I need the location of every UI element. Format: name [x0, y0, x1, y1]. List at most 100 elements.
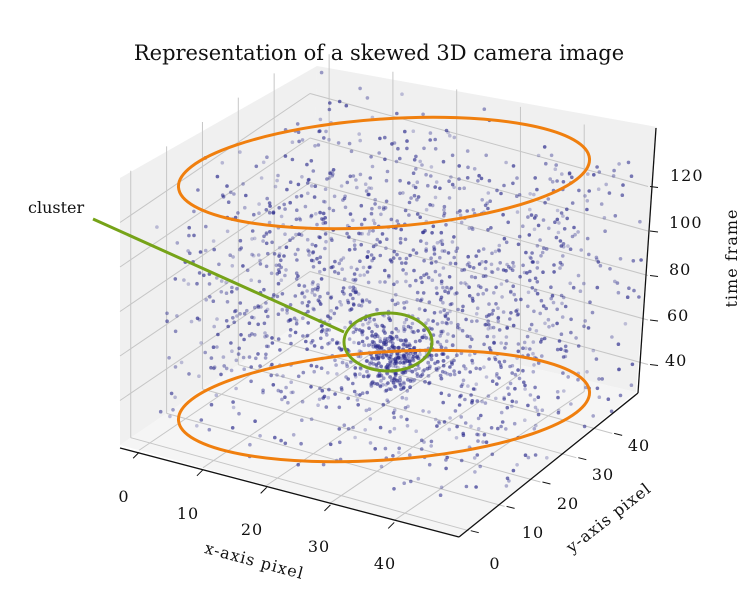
data-point-176: [367, 186, 371, 190]
data-point-115: [455, 424, 459, 429]
data-point-129: [318, 210, 322, 215]
data-point-429: [540, 354, 544, 358]
data-point-1055: [509, 289, 513, 294]
data-point-246: [175, 241, 180, 245]
data-point-793: [339, 258, 343, 262]
data-point-13: [440, 238, 444, 243]
data-point-340: [399, 387, 403, 392]
data-point-832: [490, 312, 494, 316]
data-point-1446: [464, 282, 469, 287]
data-point-c41: [463, 366, 468, 371]
data-point-771: [435, 291, 439, 296]
data-point-1072: [398, 256, 402, 261]
data-point-1476: [300, 291, 304, 296]
data-point-1151: [507, 265, 511, 269]
data-point-948: [264, 231, 269, 235]
data-point-1191: [253, 419, 257, 424]
data-point-9: [309, 258, 314, 263]
data-point-365: [480, 198, 485, 202]
data-point-550: [456, 307, 460, 312]
data-point-517: [212, 366, 216, 371]
data-point-c182: [416, 356, 421, 361]
data-point-923: [265, 307, 270, 312]
data-point-921: [434, 260, 438, 264]
data-point-335: [306, 248, 310, 252]
data-point-892: [383, 280, 387, 284]
x-tick-0: [132, 451, 140, 459]
data-point-887: [544, 306, 548, 311]
data-point-947: [322, 136, 326, 140]
data-point-869: [468, 264, 472, 269]
data-point-1052: [445, 321, 449, 326]
data-point-c210: [387, 354, 392, 358]
data-point-534: [253, 305, 257, 310]
data-point-24: [595, 257, 599, 262]
data-point-734: [502, 236, 507, 241]
data-point-c157: [423, 379, 427, 384]
side-grid-z-60: [119, 226, 311, 357]
data-point-904: [444, 223, 448, 227]
data-point-495: [302, 295, 307, 299]
data-point-1363: [277, 254, 281, 258]
data-point-1253: [261, 239, 265, 243]
data-point-290: [381, 205, 386, 210]
data-point-72: [380, 232, 385, 236]
data-point-711: [524, 346, 528, 351]
data-point-899: [515, 308, 520, 312]
data-point-973: [371, 229, 375, 233]
data-point-1235: [447, 179, 451, 183]
back-grid-z-120: [309, 93, 649, 187]
data-point-c59: [381, 376, 386, 381]
data-point-934: [490, 452, 495, 457]
data-point-498: [555, 217, 560, 222]
data-point-369: [512, 421, 517, 426]
data-point-1239: [569, 330, 573, 335]
data-point-1383: [545, 456, 549, 460]
data-point-105: [442, 420, 447, 424]
data-point-45: [225, 300, 230, 304]
data-point-c230: [426, 374, 431, 378]
data-point-1120: [249, 365, 253, 369]
data-point-1302: [280, 307, 285, 312]
data-point-770: [321, 328, 325, 332]
data-point-c232: [366, 343, 371, 348]
data-point-1145: [559, 347, 563, 352]
data-point-327: [310, 339, 315, 343]
x-tick-label-10: 10: [177, 504, 199, 523]
data-point-119: [426, 183, 430, 188]
data-point-688: [479, 176, 484, 181]
data-point-1371: [369, 186, 374, 191]
x-tick-label-20: 20: [241, 520, 263, 539]
data-point-537: [459, 220, 464, 225]
data-point-1146: [525, 334, 530, 339]
data-point-206: [361, 265, 366, 270]
data-point-935: [576, 273, 581, 278]
data-point-264: [499, 191, 503, 196]
data-point-597: [487, 323, 491, 327]
data-point-754: [358, 273, 363, 278]
data-point-656: [372, 256, 376, 261]
data-point-670: [358, 393, 362, 397]
data-point-664: [306, 191, 310, 196]
data-point-589: [549, 296, 553, 301]
data-point-1541: [557, 408, 561, 413]
data-point-1099: [414, 251, 419, 255]
data-point-822: [408, 253, 412, 258]
data-point-1024: [511, 164, 516, 168]
data-point-198: [567, 171, 572, 175]
data-point-582: [356, 403, 361, 407]
data-point-384: [463, 421, 468, 425]
data-point-1519: [615, 281, 620, 285]
data-point-854: [377, 151, 382, 155]
data-point-1199: [549, 285, 553, 290]
floor-grid-y-0: [130, 437, 469, 532]
data-point-c183: [385, 371, 390, 376]
data-point-828: [496, 267, 500, 271]
data-point-491: [347, 337, 352, 341]
y-tick-label-0: 0: [489, 554, 500, 573]
data-point-871: [320, 345, 324, 350]
data-point-624: [473, 387, 477, 392]
data-point-202: [319, 324, 324, 328]
data-point-0: [415, 197, 419, 202]
data-point-1227: [467, 294, 472, 298]
